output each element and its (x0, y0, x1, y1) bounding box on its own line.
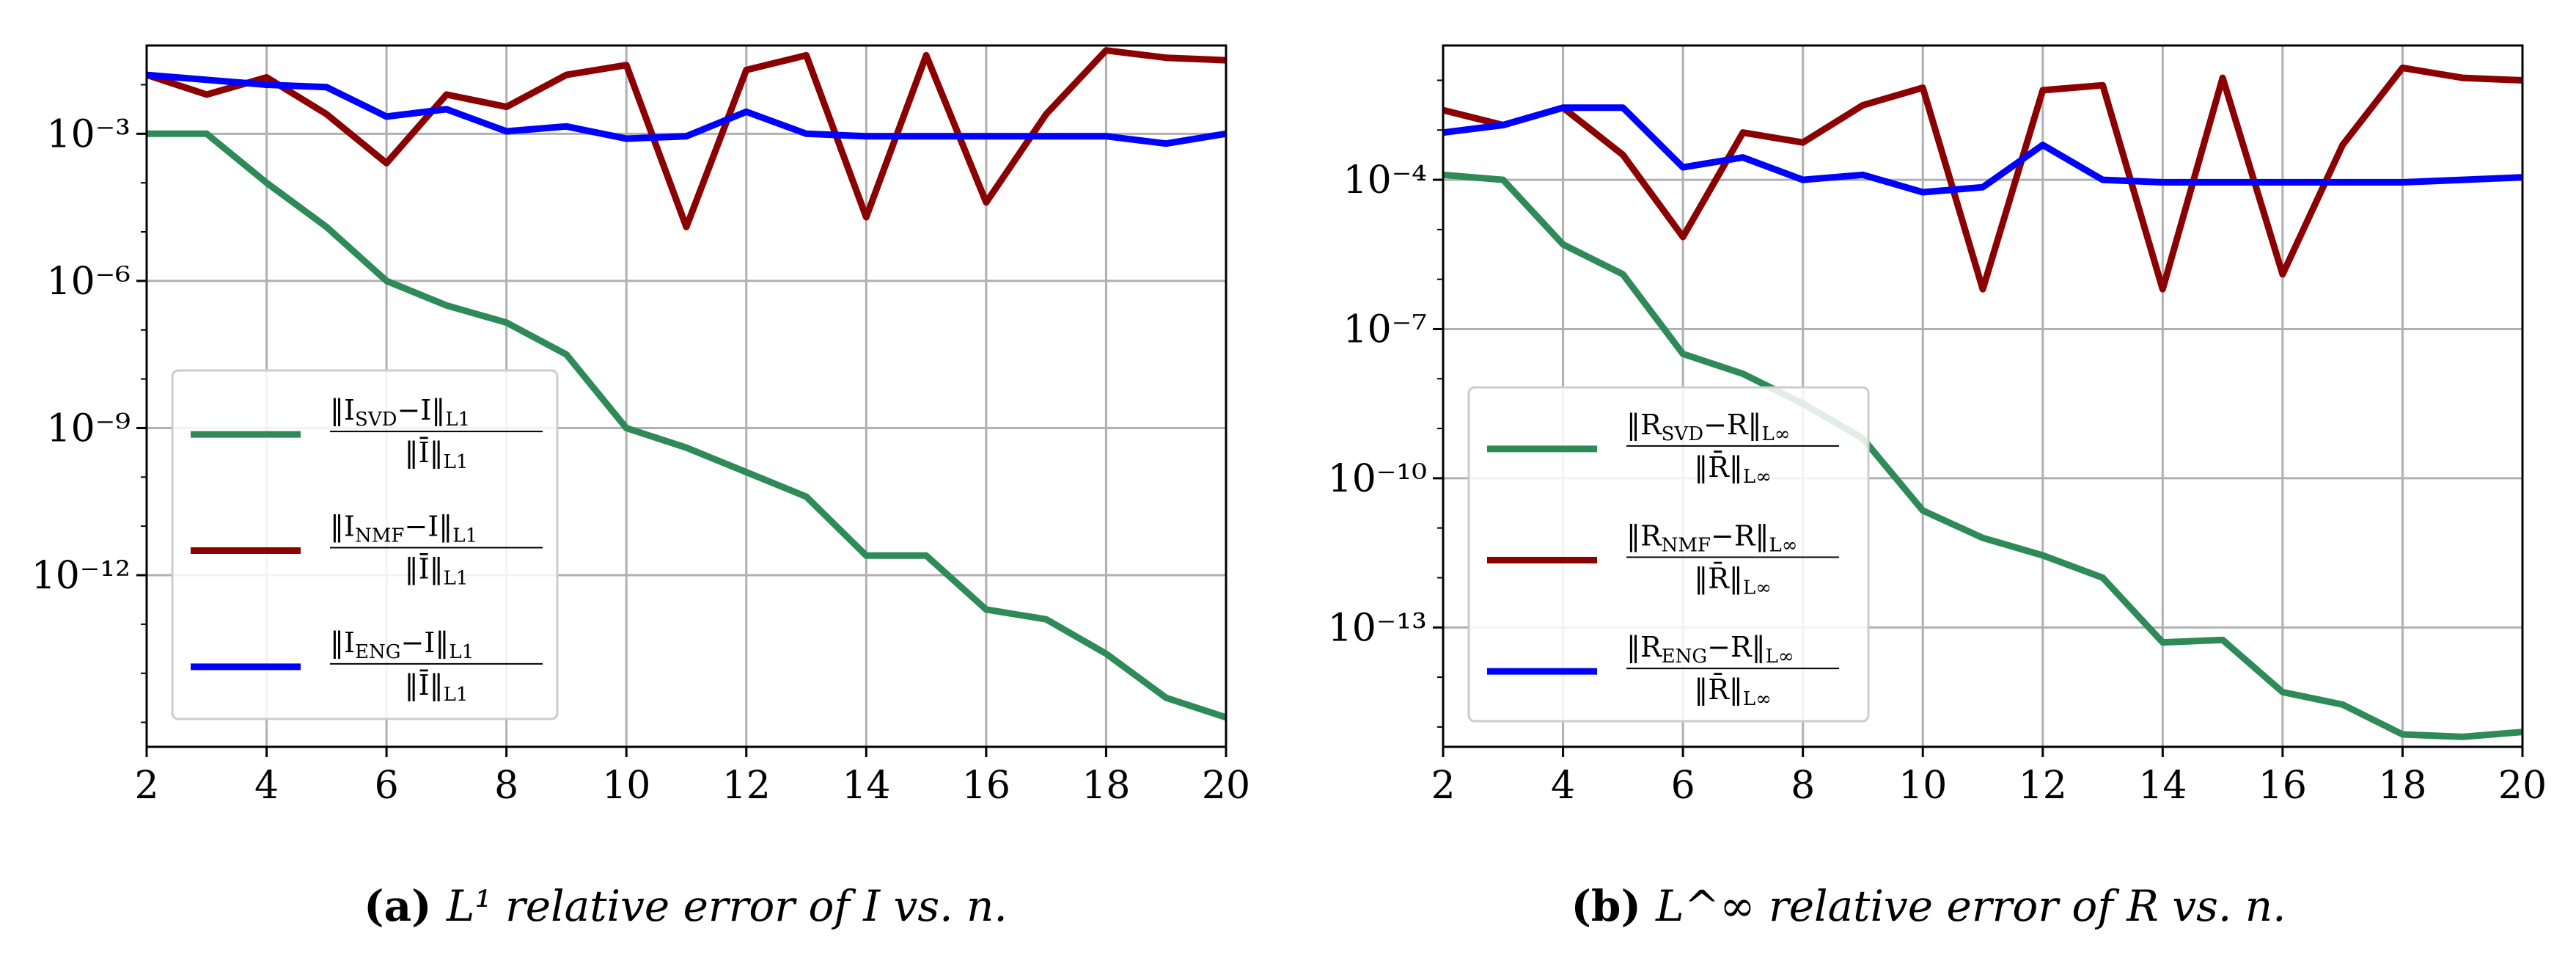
legend-label-numerator: ‖IENG−I‖L1 (330, 627, 474, 663)
x-tick-label: 10 (602, 764, 650, 808)
series-line-3 (146, 71, 1227, 147)
legend-label-denominator: ‖Ī‖L1 (405, 437, 469, 473)
x-tick-label: 16 (962, 764, 1010, 808)
legend-label-numerator: ‖RNMF−R‖L∞ (1626, 520, 1797, 557)
legend-box (171, 369, 559, 720)
x-tick-label: 2 (1431, 764, 1455, 808)
series-line-2 (1442, 65, 2523, 293)
panel-caption: (b) L^∞ relative error of R vs. n. (1571, 881, 2286, 931)
legend-label-denominator: ‖R̄‖L∞ (1694, 563, 1772, 599)
series-line-1 (1442, 171, 2523, 740)
x-tick-label: 20 (2498, 764, 2547, 808)
y-tick-label: 10⁻³ (47, 112, 131, 156)
legend: ‖ISVD−I‖L1 ‖Ī‖L1 ‖INMF−I‖L1 ‖Ī‖L1 ‖IENG−I‖L1… (171, 369, 559, 720)
x-tick-label: 18 (1082, 764, 1130, 808)
x-tick-label: 14 (2138, 764, 2187, 808)
plot-frame (145, 44, 1228, 748)
legend-label-numerator: ‖INMF−I‖L1 (330, 511, 477, 547)
legend-label-numerator: ‖ISVD−I‖L1 (330, 394, 470, 431)
series-line-3 (1442, 104, 2523, 196)
x-tick-label: 14 (842, 764, 890, 808)
x-tick-label: 4 (1551, 764, 1575, 808)
x-tick-label: 8 (494, 764, 518, 808)
x-tick-label: 16 (2258, 764, 2307, 808)
legend-label-numerator: ‖RSVD−R‖L∞ (1626, 409, 1790, 445)
x-tick-label: 2 (134, 764, 158, 808)
y-tick-label: 10⁻¹³ (1328, 606, 1427, 650)
x-tick-label: 8 (1791, 764, 1815, 808)
panel-caption: (a) L¹ relative error of I vs. n. (364, 881, 1008, 931)
legend-label-denominator: ‖R̄‖L∞ (1694, 673, 1772, 710)
y-tick-label: 10⁻¹⁰ (1328, 457, 1427, 501)
x-tick-label: 12 (2019, 764, 2067, 808)
x-tick-label: 12 (722, 764, 771, 808)
x-tick-label: 6 (375, 764, 399, 808)
x-tick-label: 4 (254, 764, 279, 808)
legend-box (1467, 386, 1870, 723)
plot-frame (1442, 44, 2524, 748)
x-tick-label: 6 (1671, 764, 1695, 808)
series-line-1 (147, 130, 1228, 721)
x-tick-label: 18 (2378, 764, 2426, 808)
y-tick-label: 10⁻⁴ (1343, 158, 1427, 202)
y-tick-label: 10⁻⁶ (47, 260, 131, 304)
legend: ‖RSVD−R‖L∞ ‖R̄‖L∞ ‖RNMF−R‖L∞ ‖R̄‖L∞ ‖RENG−R‖… (1467, 386, 1870, 723)
y-tick-label: 10⁻⁷ (1343, 307, 1427, 351)
y-tick-label: 10⁻¹² (32, 554, 131, 598)
series-line-2 (145, 47, 1227, 230)
legend-label-denominator: ‖Ī‖L1 (405, 553, 469, 590)
y-tick-label: 10⁻⁹ (47, 406, 131, 450)
x-tick-label: 20 (1202, 764, 1250, 808)
chart-panel-1: 2 4 6 8 10 12 14 16 18 20 10⁻³ 10⁻⁶ 10⁻⁹ 10⁻¹² ‖ISVD−I… (32, 44, 1250, 931)
legend-label-denominator: ‖Ī‖L1 (405, 669, 469, 706)
legend-label-numerator: ‖RENG−R‖L∞ (1626, 631, 1794, 668)
chart-panel-2: 2 4 6 8 10 12 14 16 18 20 10⁻⁴ 10⁻⁷ 10⁻¹⁰ 10⁻¹³ ‖RSVD−… (1328, 44, 2547, 931)
x-tick-label: 10 (1898, 764, 1947, 808)
legend-label-denominator: ‖R̄‖L∞ (1694, 451, 1772, 488)
